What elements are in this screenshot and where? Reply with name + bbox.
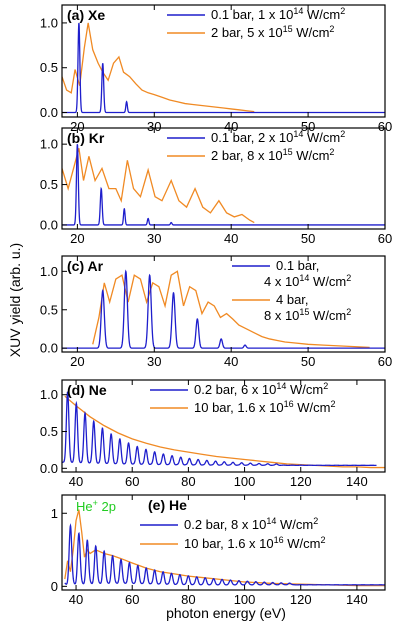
y-tick-label: 1	[51, 506, 58, 521]
y-tick-label: 1.0	[40, 387, 58, 402]
panel-3: 20 30 40 50 60 0.0 0.5 1.0 (c) Ar 0.1 bar,4 x 101…	[40, 255, 392, 369]
legend-entry: 0.1 bar, 1 x 1014 W/cm2	[167, 6, 345, 22]
legend-entry: 0.2 bar, 6 x 1014 W/cm2	[150, 381, 328, 397]
legend-entry: 10 bar, 1.6 x 1016 W/cm2	[150, 399, 335, 415]
x-tick-label: 20	[70, 354, 84, 369]
x-tick-label: 50	[301, 119, 315, 134]
x-tick-label: 40	[224, 231, 238, 246]
y-tick-label: 1.0	[40, 264, 58, 279]
legend-entry: 0.1 bar,4 x 1014 W/cm2	[232, 258, 351, 289]
x-tick-label: 20	[70, 231, 84, 246]
x-tick-label: 100	[234, 592, 256, 607]
x-tick-label: 140	[346, 474, 368, 489]
series-line-orange	[64, 395, 385, 469]
x-tick-label: 140	[346, 592, 368, 607]
y-axis-label: XUV yield (arb. u.)	[7, 243, 23, 357]
series-line-blue	[62, 22, 385, 114]
x-tick-label: 30	[147, 119, 161, 134]
legend-label: 10 bar, 1.6 x 1016 W/cm2	[194, 399, 335, 415]
y-tick-label: 0.5	[40, 60, 58, 75]
x-tick-label: 80	[181, 474, 195, 489]
x-tick-label: 20	[70, 119, 84, 134]
series-line-blue	[64, 523, 385, 586]
legend-label: 8 x 1015 W/cm2	[264, 307, 351, 323]
y-tick-label: 0.5	[40, 424, 58, 439]
series-line-orange	[64, 509, 385, 587]
x-tick-label: 60	[125, 592, 139, 607]
legend-entry: 2 bar, 5 x 1015 W/cm2	[167, 24, 334, 40]
x-tick-label: 60	[378, 119, 392, 134]
panel-label: (b) Kr	[67, 130, 105, 146]
panel-1: 20 30 40 50 60 0.0 0.5 1.0 (a) Xe 0.1 bar, 1 x 10…	[40, 4, 392, 134]
legend-entry: 0.2 bar, 8 x 1014 W/cm2	[140, 516, 318, 532]
x-tick-label: 100	[234, 474, 256, 489]
legend-label: 4 bar,	[276, 292, 309, 307]
y-tick-label: 1.0	[40, 15, 58, 30]
panel-label: (c) Ar	[67, 258, 104, 274]
series-line-orange	[92, 270, 370, 349]
y-tick-label: 0.0	[40, 105, 58, 120]
y-tick-label: 0.0	[40, 341, 58, 356]
legend-entry: 0.1 bar, 2 x 1014 W/cm2	[167, 129, 345, 145]
x-tick-label: 30	[147, 231, 161, 246]
series-line-orange	[62, 22, 255, 113]
y-tick-label: 0.5	[40, 302, 58, 317]
y-tick-label: 0	[51, 579, 58, 594]
plot-frame	[61, 255, 386, 353]
series-line-blue	[62, 391, 377, 467]
plot-frame	[61, 4, 386, 118]
series-line-blue	[62, 144, 385, 226]
panel-label: (a) Xe	[67, 7, 105, 23]
series-line-blue	[62, 269, 385, 349]
x-tick-label: 30	[147, 354, 161, 369]
x-tick-label: 60	[378, 231, 392, 246]
legend-label: 0.2 bar, 6 x 1014 W/cm2	[194, 381, 328, 397]
plot-frame	[61, 127, 386, 230]
x-tick-label: 50	[301, 354, 315, 369]
legend-label: 10 bar, 1.6 x 1016 W/cm2	[184, 535, 325, 551]
x-tick-label: 40	[224, 354, 238, 369]
x-tick-label: 80	[181, 592, 195, 607]
he-plus-2p-annotation: He+ 2p	[76, 498, 116, 514]
y-tick-label: 0.0	[40, 461, 58, 476]
x-tick-label: 120	[290, 474, 312, 489]
x-tick-label: 50	[301, 231, 315, 246]
panel-label: (e) He	[148, 497, 187, 513]
plot-frame	[61, 494, 386, 591]
legend-label: 4 x 1014 W/cm2	[264, 273, 351, 289]
panel-5: 40 60 80 100 120 140 0 1 (e) He He+ 2p 0.2 bar, 8 …	[51, 494, 386, 607]
x-tick-label: 40	[69, 592, 83, 607]
panel-label: (d) Ne	[67, 382, 107, 398]
series-line-orange	[62, 148, 255, 224]
x-tick-label: 120	[290, 592, 312, 607]
legend-label: 0.1 bar, 1 x 1014 W/cm2	[211, 6, 345, 22]
x-tick-label: 40	[224, 119, 238, 134]
panel-2: 20 30 40 50 60 0.0 0.5 1.0 (b) Kr 0.1 bar, 2 x 10…	[40, 127, 392, 246]
panel-4: 40 60 80 100 120 140 0.0 0.5 1.0 (d) Ne 0.2 bar, 6…	[40, 379, 386, 489]
x-tick-label: 60	[125, 474, 139, 489]
legend-entry: 4 bar,8 x 1015 W/cm2	[232, 292, 351, 323]
legend-entry: 2 bar, 8 x 1015 W/cm2	[167, 147, 334, 163]
y-tick-label: 0.5	[40, 177, 58, 192]
legend-entry: 10 bar, 1.6 x 1016 W/cm2	[140, 535, 325, 551]
x-axis-label: photon energy (eV)	[166, 605, 286, 621]
legend-label: 0.1 bar, 2 x 1014 W/cm2	[211, 129, 345, 145]
legend-label: 0.2 bar, 8 x 1014 W/cm2	[184, 516, 318, 532]
y-tick-label: 1.0	[40, 137, 58, 152]
plot-frame	[61, 379, 386, 473]
legend-label: 2 bar, 5 x 1015 W/cm2	[211, 24, 334, 40]
legend-label: 2 bar, 8 x 1015 W/cm2	[211, 147, 334, 163]
x-tick-label: 40	[69, 474, 83, 489]
x-tick-label: 60	[378, 354, 392, 369]
y-tick-label: 0.0	[40, 217, 58, 232]
legend-label: 0.1 bar,	[276, 258, 319, 273]
